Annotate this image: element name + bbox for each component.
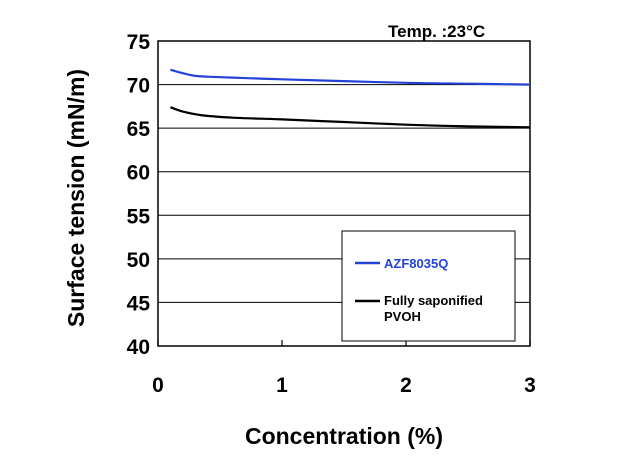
y-axis-title: Surface tension (mN/m) — [63, 69, 89, 327]
series-line-fully-saponified-pvoh — [170, 106, 531, 129]
legend-box — [341, 230, 516, 342]
legend: AZF8035Q Fully saponified PVOH — [341, 230, 516, 342]
y-tick-label: 60 — [127, 162, 150, 185]
x-axis-title: Concentration (%) — [245, 423, 443, 449]
x-tick-label: 1 — [276, 374, 288, 397]
x-tick-label: 2 — [400, 374, 412, 397]
y-tick-label: 65 — [127, 118, 151, 141]
legend-label-azf8035q: AZF8035Q — [384, 256, 448, 271]
series-line-azf8035q — [170, 68, 531, 86]
temperature-annotation: Temp. :23°C — [388, 22, 485, 41]
y-tick-label: 70 — [127, 75, 150, 98]
y-tick-label: 75 — [127, 31, 151, 54]
y-tick-label: 40 — [127, 336, 150, 359]
y-tick-label: 45 — [127, 292, 151, 315]
x-tick-label: 3 — [524, 374, 536, 397]
legend-label-fully-saponified-pvoh: Fully saponified PVOH — [384, 293, 483, 324]
series-lines — [170, 68, 531, 129]
x-tick-label: 0 — [152, 374, 164, 397]
y-tick-label: 55 — [127, 205, 151, 228]
plot-area — [157, 40, 531, 347]
axis-ticks: 40 45 50 55 60 65 70 75 0 1 2 3 — [127, 31, 536, 397]
y-tick-label: 50 — [127, 249, 150, 272]
